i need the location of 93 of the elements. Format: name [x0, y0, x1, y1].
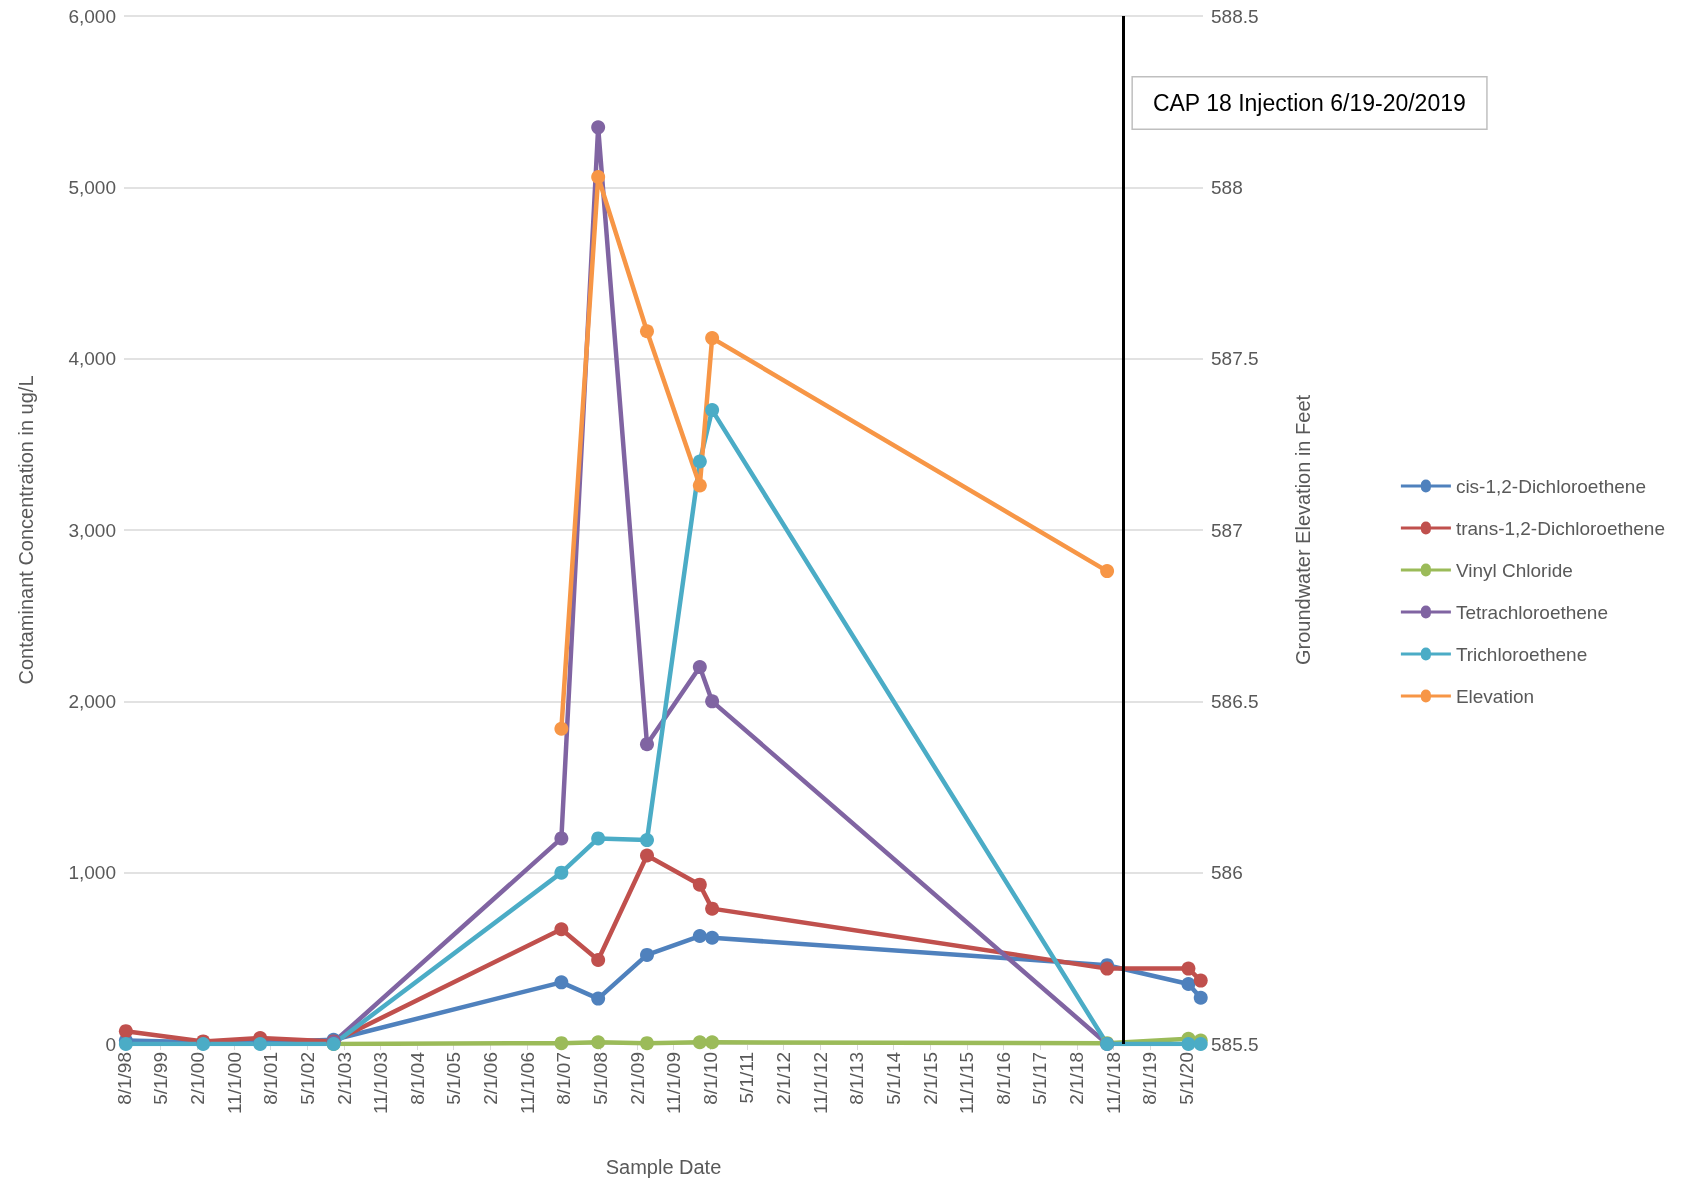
point [554, 1036, 569, 1051]
x-tick-label: 11/1/18 [1102, 1052, 1124, 1114]
x-tick-label: 2/1/12 [773, 1052, 795, 1105]
point [554, 975, 569, 990]
x-tick-label: 8/1/07 [553, 1052, 575, 1105]
y-tick-label: 5,000 [68, 176, 116, 198]
legend-label: Trichloroethene [1455, 643, 1588, 665]
point [1181, 977, 1196, 992]
point [705, 930, 720, 945]
point [692, 454, 707, 469]
y2-tick-label: 588 [1211, 176, 1243, 198]
point [1100, 564, 1115, 579]
x-tick-label: 2/1/18 [1066, 1052, 1088, 1105]
legend-label: trans-1,2-Dichloroethene [1455, 517, 1666, 539]
point [554, 831, 569, 846]
x-tick-label: 2/1/00 [186, 1052, 208, 1105]
x-tick-label: 8/1/04 [406, 1051, 428, 1105]
point [640, 1036, 654, 1051]
y-tick-label: 4,000 [68, 348, 116, 370]
y-tick-label: 6,000 [68, 5, 116, 27]
y2-tick-label: 585.5 [1211, 1033, 1259, 1055]
x-tick-label: 5/1/20 [1176, 1052, 1198, 1105]
x-tick-label: 11/1/00 [223, 1052, 245, 1114]
point [591, 170, 606, 185]
x-tick-label: 2/1/03 [333, 1052, 355, 1105]
x-tick-label: 8/1/19 [1139, 1052, 1161, 1105]
y2-tick-label: 588.5 [1211, 5, 1259, 27]
point [118, 1024, 133, 1039]
point [1193, 990, 1208, 1005]
x-tick-label: 2/1/15 [919, 1052, 941, 1105]
point [591, 991, 606, 1006]
x-tick-label: 8/1/10 [699, 1052, 721, 1105]
x-tick-label: 5/1/11 [736, 1052, 758, 1104]
point [640, 947, 654, 962]
x-tick-label: 5/1/05 [443, 1052, 465, 1105]
legend-label: Elevation [1455, 685, 1535, 707]
point [554, 922, 569, 937]
point [640, 848, 654, 863]
legend-label: Tetrachloroethene [1455, 601, 1608, 623]
y-axis-title: Contaminant Concentration in ug/L [15, 375, 37, 685]
x-tick-label: 11/1/06 [516, 1052, 538, 1114]
y-tick-label: 0 [105, 1033, 116, 1055]
y2-tick-label: 586 [1211, 862, 1243, 884]
legend-label: cis-1,2-Dichloroethene [1455, 475, 1646, 497]
point [118, 1037, 133, 1051]
point [1193, 1037, 1208, 1051]
point [591, 120, 606, 135]
x-tick-label: 11/1/12 [809, 1052, 831, 1114]
y2-axis-title: Groundwater Elevation in Feet [1292, 394, 1314, 666]
x-tick-label: 5/1/17 [1029, 1052, 1051, 1105]
point [640, 833, 654, 848]
x-tick-label: 2/1/09 [626, 1052, 648, 1105]
y2-tick-label: 587.5 [1211, 348, 1259, 370]
y-tick-label: 1,000 [68, 862, 116, 884]
x-tick-label: 8/1/13 [846, 1052, 868, 1105]
x-tick-label: 11/1/15 [956, 1052, 978, 1114]
y2-tick-label: 587 [1211, 519, 1243, 541]
x-tick-label: 5/1/08 [589, 1052, 611, 1105]
point [554, 865, 569, 880]
legend-label: Vinyl Chloride [1455, 559, 1573, 581]
x-tick-label: 11/1/09 [663, 1052, 685, 1114]
point [1181, 1037, 1196, 1051]
point [705, 1035, 720, 1050]
y-tick-label: 3,000 [68, 519, 116, 541]
point [640, 324, 654, 339]
point [705, 694, 720, 709]
x-tick-label: 8/1/98 [113, 1052, 135, 1105]
x-axis-title: Sample Date [605, 1156, 722, 1178]
point [1193, 973, 1208, 988]
point [591, 1035, 606, 1050]
point [692, 478, 707, 493]
x-tick-label: 8/1/01 [260, 1052, 282, 1105]
x-tick-label: 5/1/02 [296, 1052, 318, 1105]
x-tick-label: 11/1/03 [370, 1052, 392, 1114]
x-tick-label: 5/1/14 [882, 1051, 904, 1105]
x-tick-label: 8/1/16 [992, 1052, 1014, 1105]
point [591, 953, 606, 968]
point [692, 660, 707, 675]
y2-tick-label: 586.5 [1211, 690, 1259, 712]
point [692, 929, 707, 944]
x-tick-label: 2/1/06 [480, 1052, 502, 1105]
ref-line-label: CAP 18 Injection 6/19-20/2019 [1152, 90, 1466, 116]
point [705, 901, 720, 916]
point [591, 831, 606, 846]
point [554, 721, 569, 736]
point [705, 403, 720, 418]
point [640, 737, 654, 752]
point [705, 331, 720, 346]
point [1181, 961, 1196, 976]
x-tick-label: 5/1/99 [150, 1052, 172, 1105]
point [692, 877, 707, 892]
y-tick-label: 2,000 [68, 690, 116, 712]
point [692, 1035, 707, 1050]
